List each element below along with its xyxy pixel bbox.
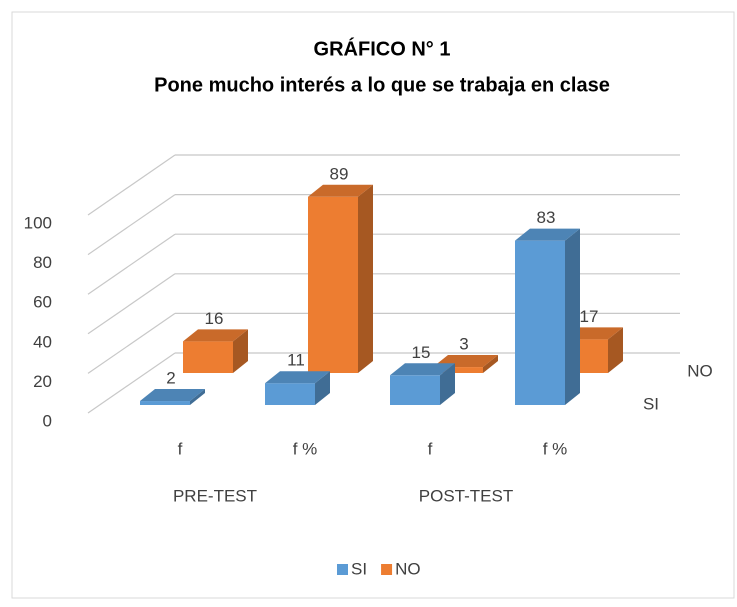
bar (433, 367, 483, 373)
bar (515, 240, 565, 405)
bar (183, 341, 233, 373)
data-label: 89 (330, 164, 349, 183)
y-tick-label: 20 (33, 372, 52, 391)
bar-side (358, 184, 373, 373)
legend-label: NO (395, 559, 421, 578)
y-tick-label: 40 (33, 332, 52, 351)
bar (140, 401, 190, 405)
data-label: 17 (580, 307, 599, 326)
bar-top (515, 228, 580, 241)
data-label: 15 (412, 343, 431, 362)
grid-line (87, 273, 176, 335)
bar-side (233, 329, 248, 373)
x-tick-label: f (178, 439, 183, 458)
bar-side (608, 327, 623, 373)
x-tick-label: f (428, 439, 433, 458)
chart-title: GRÁFICO N° 1 (314, 37, 451, 60)
grid-line (87, 194, 176, 256)
bar (308, 196, 358, 373)
bar-side (483, 355, 498, 373)
grid-line (87, 233, 176, 295)
bar (390, 375, 440, 405)
data-label: 2 (166, 369, 175, 388)
legend-label: SI (351, 559, 367, 578)
bar-side (190, 389, 205, 405)
bar-side (315, 371, 330, 405)
data-label: 11 (287, 351, 305, 370)
y-tick-label: 100 (24, 213, 52, 232)
data-label: 16 (205, 309, 224, 328)
legend-swatch (381, 564, 393, 575)
grid-line (87, 352, 176, 414)
x-tick-label: f % (293, 439, 318, 458)
data-label: 3 (459, 335, 468, 354)
bar-side (440, 363, 455, 405)
y-tick-label: 60 (33, 293, 52, 312)
legend-swatch (337, 564, 348, 575)
chart-subtitle: Pone mucho interés a lo que se trabaja e… (154, 74, 610, 96)
bar-top (140, 389, 205, 402)
y-tick-label: 80 (33, 253, 52, 272)
group-label: PRE-TEST (173, 486, 257, 505)
bar (265, 383, 315, 405)
depth-label: SI (643, 394, 659, 413)
grid-line (87, 154, 176, 216)
bar-top (390, 363, 455, 376)
data-label: 83 (537, 208, 556, 227)
x-tick-label: f % (543, 439, 568, 458)
grid-line (87, 312, 176, 374)
group-label: POST-TEST (419, 486, 513, 505)
bar-top (265, 371, 330, 384)
bar-side (565, 228, 580, 405)
bar-top (183, 329, 248, 342)
bar-top (308, 184, 373, 197)
depth-label: NO (687, 361, 713, 380)
y-tick-label: 0 (43, 411, 52, 430)
